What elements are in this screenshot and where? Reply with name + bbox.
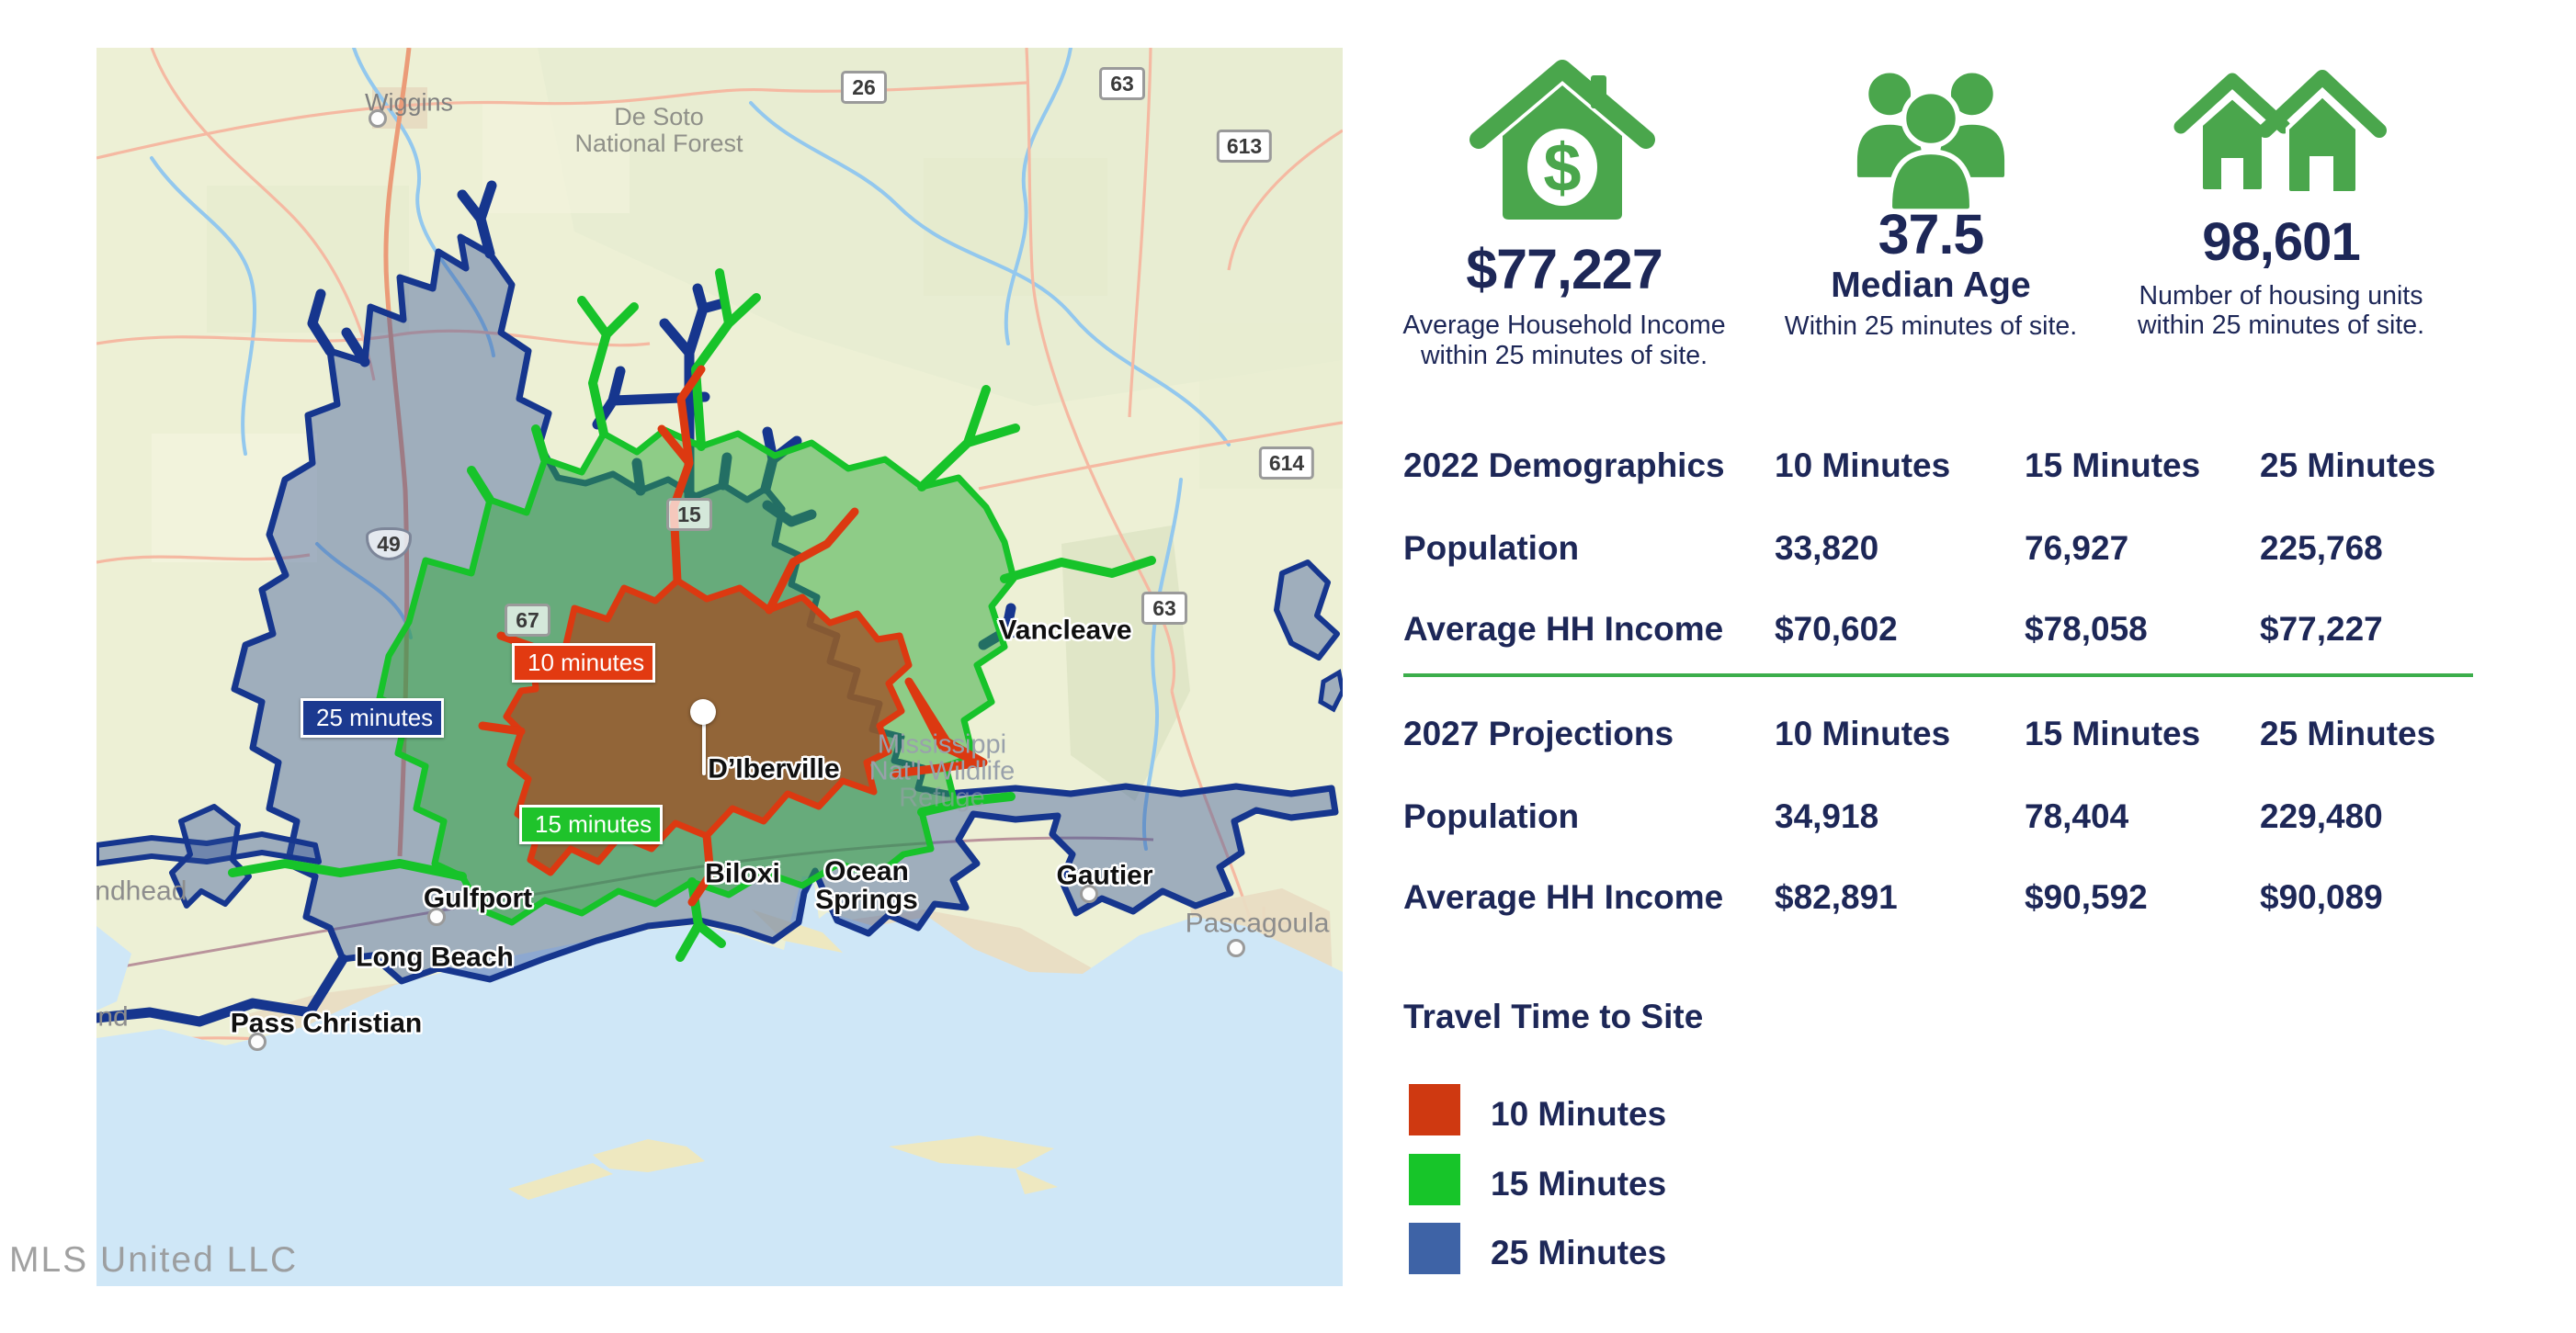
area-label-wildlife-line1: Mississippi xyxy=(877,729,1007,760)
value-15min: $78,058 xyxy=(2025,610,2148,648)
area-label-ondhead: ondhead xyxy=(96,875,187,907)
zone-label-25-minutes: 25 minutes xyxy=(301,698,444,738)
gulfport-marker xyxy=(427,908,446,926)
stat-housing-value: 98,601 xyxy=(2202,212,2360,272)
value-15min: $90,592 xyxy=(2025,878,2148,916)
city-label-gautier: Gautier xyxy=(1056,860,1153,891)
zone-label-15-minutes: 15 minutes xyxy=(519,805,663,844)
area-label-wildlife-line2: Nat'l Wildlife xyxy=(868,756,1016,786)
route-shield-26: 26 xyxy=(841,71,887,104)
table-2022-header-row: 2022 Demographics 10 Minutes 15 Minutes … xyxy=(1403,446,2479,489)
pascagoula-marker xyxy=(1227,939,1245,957)
table-2022-title: 2022 Demographics xyxy=(1403,446,1725,484)
table-2027-population-row: Population 34,918 78,404 229,480 xyxy=(1403,797,2479,840)
value-10min: $82,891 xyxy=(1775,878,1898,916)
col-10-minutes: 10 Minutes xyxy=(1775,446,1951,484)
legend-swatch-10-minutes xyxy=(1409,1084,1460,1135)
route-shield-15: 15 xyxy=(666,498,712,531)
col-25-minutes: 25 Minutes xyxy=(2260,446,2436,484)
city-label-ocean-springs: Ocean Springs xyxy=(815,856,918,915)
value-25min: $90,089 xyxy=(2260,878,2383,916)
stat-income-caption: Average Household Income within 25 minut… xyxy=(1383,311,1745,371)
value-15min: 76,927 xyxy=(2025,529,2129,567)
site-pin xyxy=(690,699,718,802)
svg-text:$: $ xyxy=(1543,130,1581,206)
area-label-desoto-line1: De Soto xyxy=(614,103,704,130)
watermark: MLS United LLC xyxy=(9,1240,299,1280)
rivers xyxy=(150,48,1231,851)
city-label-long-beach: Long Beach xyxy=(356,942,514,973)
stat-income-value: $77,227 xyxy=(1466,238,1663,300)
row-label: Population xyxy=(1403,797,1580,835)
value-10min: 34,918 xyxy=(1775,797,1879,835)
wiggins-marker xyxy=(369,109,387,128)
legend-swatch-25-minutes xyxy=(1409,1223,1460,1274)
legend-title: Travel Time to Site xyxy=(1403,998,1704,1035)
terrain-patch xyxy=(152,434,317,562)
legend-label-15-minutes: 15 Minutes xyxy=(1491,1165,1667,1203)
legend-label-25-minutes: 25 Minutes xyxy=(1491,1234,1667,1271)
table-2022-population-row: Population 33,820 76,927 225,768 xyxy=(1403,529,2479,571)
route-shield-67: 67 xyxy=(505,604,550,637)
stat-income-caption-line2: within 25 minutes of site. xyxy=(1420,341,1708,370)
route-shield-63-south: 63 xyxy=(1141,592,1187,625)
col-15-minutes: 15 Minutes xyxy=(2025,715,2201,752)
people-icon xyxy=(1852,67,2010,213)
row-label: Average HH Income xyxy=(1403,610,1724,648)
route-shield-613: 613 xyxy=(1216,130,1273,163)
stat-housing-caption-line2: within 25 minutes of site. xyxy=(2137,311,2425,340)
value-25min: 225,768 xyxy=(2260,529,2383,567)
zone-label-10-minutes: 10 minutes xyxy=(512,643,655,683)
stat-housing-caption: Number of housing units within 25 minute… xyxy=(2105,281,2457,340)
table-2022-income-row: Average HH Income $70,602 $78,058 $77,22… xyxy=(1403,610,2479,652)
gautier-marker xyxy=(1080,885,1098,903)
area-label-nd: nd xyxy=(97,1001,129,1033)
value-25min: 229,480 xyxy=(2260,797,2383,835)
drive-time-map: 10 minutes 15 minutes 25 minutes Gulfpor… xyxy=(96,48,1343,1286)
table-2027-income-row: Average HH Income $82,891 $90,592 $90,08… xyxy=(1403,878,2479,921)
pass-christian-marker xyxy=(248,1033,267,1051)
area-label-desoto: De Soto National Forest xyxy=(574,104,743,157)
value-25min: $77,227 xyxy=(2260,610,2383,648)
city-label-biloxi: Biloxi xyxy=(705,858,780,889)
stat-housing-caption-line1: Number of housing units xyxy=(2139,281,2423,311)
stat-age-label: Median Age xyxy=(1831,265,2031,305)
city-label-diberville: D’Iberville xyxy=(708,753,840,785)
area-label-wildlife-line3: Refuge xyxy=(899,783,985,813)
legend-label-10-minutes: 10 Minutes xyxy=(1491,1095,1667,1133)
city-label-gulfport: Gulfport xyxy=(423,883,533,914)
row-label: Population xyxy=(1403,529,1580,567)
area-label-pascagoula: Pascagoula xyxy=(1185,908,1330,939)
barrier-islands xyxy=(508,909,1058,1200)
stat-age-caption: Within 25 minutes of site. xyxy=(1784,311,2078,341)
col-10-minutes: 10 Minutes xyxy=(1775,715,1951,752)
col-25-minutes: 25 Minutes xyxy=(2260,715,2436,752)
city-label-vancleave: Vancleave xyxy=(998,615,1132,646)
terrain-patch xyxy=(482,103,630,213)
houses-icon xyxy=(2173,70,2387,195)
area-label-wildlife-refuge: Mississippi Nat'l Wildlife Refuge xyxy=(868,729,1016,813)
house-dollar-icon: $ xyxy=(1470,60,1655,220)
legend-swatch-15-minutes xyxy=(1409,1154,1460,1205)
row-label: Average HH Income xyxy=(1403,878,1724,916)
value-15min: 78,404 xyxy=(2025,797,2129,835)
stat-income-caption-line1: Average Household Income xyxy=(1402,311,1726,340)
table-2027-header-row: 2027 Projections 10 Minutes 15 Minutes 2… xyxy=(1403,715,2479,757)
green-divider-line xyxy=(1403,673,2473,677)
route-shield-614: 614 xyxy=(1258,446,1315,480)
value-10min: 33,820 xyxy=(1775,529,1879,567)
city-label-pass-christian: Pass Christian xyxy=(230,1008,423,1039)
value-10min: $70,602 xyxy=(1775,610,1898,648)
col-15-minutes: 15 Minutes xyxy=(2025,446,2201,484)
table-2027-title: 2027 Projections xyxy=(1403,715,1674,752)
stat-age-value: 37.5 xyxy=(1878,203,1985,265)
map-canvas xyxy=(96,48,1343,1286)
route-shield-63: 63 xyxy=(1099,67,1145,100)
area-label-desoto-line2: National Forest xyxy=(574,130,743,157)
